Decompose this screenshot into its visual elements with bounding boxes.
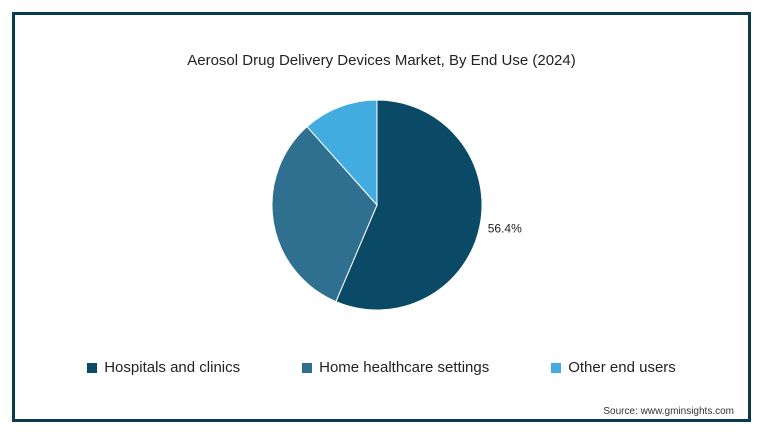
pie-slice-home-healthcare-settings	[271, 125, 378, 303]
legend-swatch	[87, 362, 98, 373]
pie-slice-other-end-users	[306, 99, 378, 207]
chart-legend: Hospitals and clinics Home healthcare se…	[15, 359, 748, 376]
legend-item-hospitals-and-clinics: Hospitals and clinics	[87, 359, 240, 376]
legend-swatch	[302, 362, 313, 373]
legend-label: Home healthcare settings	[319, 359, 490, 376]
legend-label: Other end users	[568, 359, 676, 376]
pie-slice-hospitals-and-clinics	[335, 99, 483, 311]
legend-swatch	[551, 362, 562, 373]
chart-frame: Aerosol Drug Delivery Devices Market, By…	[12, 12, 751, 422]
legend-item-other-end-users: Other end users	[551, 359, 676, 376]
pie-chart: 56.4%	[271, 99, 522, 311]
legend-item-home-healthcare-settings: Home healthcare settings	[302, 359, 489, 376]
chart-title: Aerosol Drug Delivery Devices Market, By…	[187, 52, 576, 69]
data-label: 56.4%	[488, 222, 522, 236]
source-note: Source: www.gminsights.com	[603, 406, 734, 417]
legend-label: Hospitals and clinics	[104, 359, 241, 376]
